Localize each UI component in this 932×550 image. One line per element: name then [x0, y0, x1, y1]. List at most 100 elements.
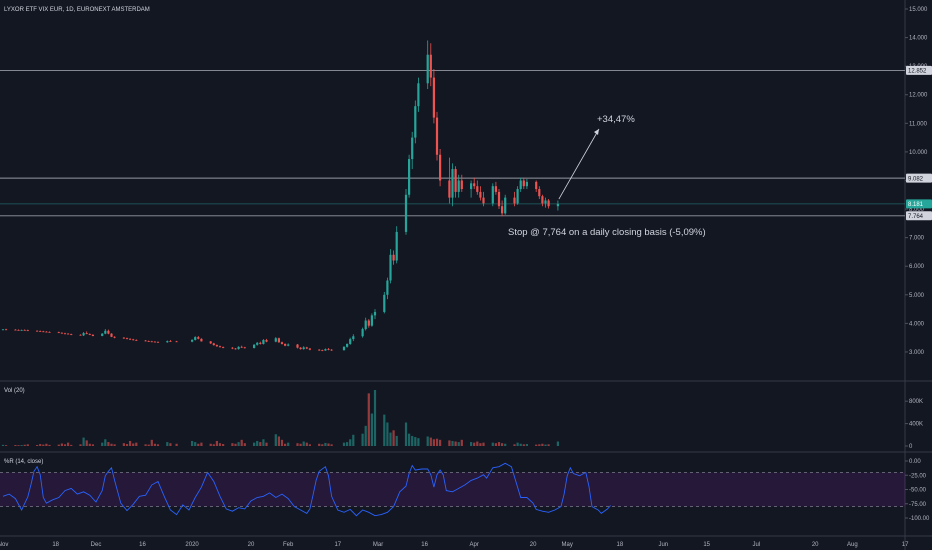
candle — [479, 186, 482, 201]
candle-body — [321, 350, 324, 352]
candle-body — [85, 333, 88, 334]
candle-body — [243, 347, 246, 349]
volume-bar — [417, 438, 420, 446]
candle — [513, 191, 516, 207]
projection-arrow-line[interactable] — [558, 128, 600, 200]
volume-bar — [308, 444, 311, 446]
candle-body — [113, 336, 116, 338]
candle — [342, 346, 346, 351]
volume-axis: 800K 400K 0 — [905, 399, 923, 450]
candle-body — [479, 191, 482, 198]
candle-body — [101, 333, 104, 336]
candle — [42, 330, 45, 333]
candle-body — [367, 320, 370, 326]
candle-body — [318, 349, 321, 351]
candle — [287, 343, 290, 347]
candle-body — [129, 338, 132, 340]
candle-body — [197, 337, 200, 339]
candle — [501, 200, 504, 217]
stop-loss-note[interactable]: Stop @ 7,764 on a daily closing basis (-… — [508, 227, 706, 238]
x-tick-label: Aug — [847, 542, 858, 548]
volume-bar — [556, 441, 559, 446]
price-tick-label: 5.000 — [909, 293, 925, 299]
candle — [280, 341, 284, 345]
williams-r-axis: 0.00 -25.00 -50.00 -75.00 -100.00 — [0, 459, 930, 522]
williams-r-tick-label: -100.00 — [909, 516, 930, 522]
volume-bar — [256, 440, 259, 446]
level-price-tag — [906, 65, 932, 75]
candle-body — [191, 339, 194, 342]
candle-body — [67, 333, 70, 335]
candle — [305, 346, 308, 350]
candle — [153, 341, 156, 343]
candle-body — [150, 341, 153, 343]
candle-body — [144, 340, 147, 342]
candle — [110, 333, 113, 338]
x-tick-label: Jun — [658, 542, 668, 548]
candle — [383, 291, 386, 314]
level-price-tags: 12.852 9.082 8.181 7.764 — [906, 65, 932, 221]
candle-body — [346, 343, 349, 347]
level-price-tag-label: 7.764 — [908, 214, 924, 220]
candle — [516, 186, 519, 205]
williams-r-tick-label: -50.00 — [909, 488, 927, 494]
candle — [1, 329, 5, 331]
volume-bar — [42, 444, 45, 446]
volume-bar — [284, 443, 287, 446]
candle-body — [237, 346, 240, 350]
candle — [218, 345, 222, 348]
williams-r-tick-label: -25.00 — [909, 473, 927, 479]
candle-body — [39, 331, 42, 332]
volume-label: Vol (20) — [4, 388, 25, 394]
candle — [547, 199, 550, 209]
annotations[interactable]: +34,47% Stop @ 7,764 on a daily closing b… — [508, 114, 706, 238]
volume-bar — [494, 443, 497, 446]
candle-body — [1, 329, 5, 331]
volume-tick-label: 400K — [909, 422, 923, 428]
volume-bar — [129, 440, 132, 446]
candle-body — [274, 338, 277, 342]
candle — [265, 338, 268, 343]
level-price-tag-label: 12.852 — [908, 69, 927, 75]
volume-bar — [392, 430, 395, 446]
candle — [169, 339, 172, 342]
volume-bar — [122, 443, 125, 446]
volume-bar — [194, 442, 197, 446]
volume-bar — [45, 443, 48, 446]
candle-body — [404, 194, 408, 232]
volume-bar — [373, 390, 377, 446]
candle-body — [451, 169, 454, 198]
candle-body — [132, 339, 135, 341]
candle-body — [513, 197, 516, 204]
candle-body — [70, 334, 73, 336]
volume-bar — [482, 442, 485, 446]
candle-body — [215, 345, 218, 347]
candle — [144, 339, 147, 342]
volume-bar — [364, 425, 367, 446]
candle-body — [454, 169, 457, 192]
candle-body — [14, 329, 17, 331]
chart-title: LYXOR ETF VIX EUR, 1D, EURONEXT AMSTERDA… — [4, 7, 150, 13]
candle — [79, 334, 82, 336]
volume-bar — [36, 444, 39, 446]
volume-bar — [383, 414, 386, 446]
volume-bar — [39, 444, 42, 446]
volume-bar — [426, 436, 429, 446]
volume-bar — [5, 445, 8, 446]
candle-body — [135, 339, 138, 341]
volume-bar — [321, 444, 324, 446]
candle — [17, 329, 20, 331]
candle-body — [153, 341, 156, 343]
candle-body — [327, 349, 330, 350]
candle-body — [308, 348, 311, 350]
candle-body — [535, 181, 538, 190]
volume-bar — [547, 444, 550, 446]
candle — [330, 349, 333, 351]
williams-r-band — [0, 472, 905, 507]
candle — [308, 347, 311, 351]
projection-arrowhead — [594, 129, 599, 135]
candle — [14, 329, 17, 331]
projection-label[interactable]: +34,47% — [597, 114, 635, 125]
candle — [57, 331, 60, 334]
